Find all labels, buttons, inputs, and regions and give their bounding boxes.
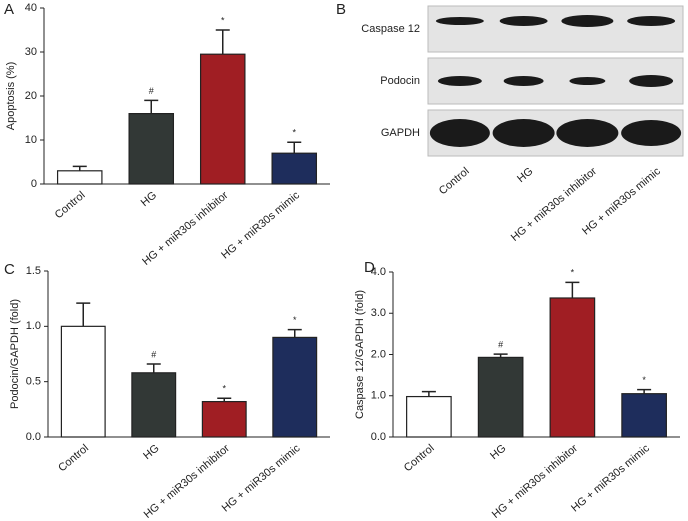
error-bar	[215, 29, 230, 55]
error-bar	[287, 141, 302, 154]
error-bar	[76, 302, 91, 327]
error-bar	[493, 353, 508, 358]
error-bar	[72, 165, 87, 171]
bar	[406, 395, 452, 438]
y-axis-label: Podocin/GAPDH (fold)	[9, 299, 21, 409]
blot-band	[429, 119, 490, 147]
x-tick-label: HG + miR30s mimic	[220, 442, 303, 515]
significance-mark: *	[292, 128, 296, 138]
error-bar	[287, 328, 302, 338]
y-tick-label: 1.5	[26, 265, 41, 277]
y-tick-label: 10	[25, 134, 37, 146]
bar	[549, 297, 596, 438]
blot-band	[629, 75, 674, 87]
blot-row-label: Podocin	[380, 75, 420, 87]
lane-label: HG	[515, 165, 535, 185]
bar	[199, 53, 246, 185]
x-tick-label: Control	[56, 442, 91, 474]
y-tick-label: 2.0	[371, 348, 386, 360]
blot-band	[556, 119, 619, 147]
y-tick-label: 40	[25, 2, 37, 14]
x-tick-label: HG	[141, 442, 161, 462]
y-tick-label: 1.0	[26, 320, 41, 332]
error-bar	[217, 397, 232, 402]
y-tick-label: 0.0	[26, 431, 41, 443]
error-bar	[144, 99, 159, 114]
y-tick-label: 20	[25, 90, 37, 102]
significance-mark: *	[642, 375, 646, 385]
y-axis-label: Apoptosis (%)	[5, 62, 17, 130]
blot-band	[499, 16, 548, 26]
error-bar	[637, 388, 652, 394]
bar	[621, 393, 667, 438]
panel-label: A	[4, 1, 14, 18]
significance-mark: *	[293, 315, 297, 325]
blot-band	[627, 16, 676, 26]
blot-row-label: Caspase 12	[361, 23, 420, 35]
y-tick-label: 0	[31, 178, 37, 190]
x-tick-label: HG	[488, 442, 508, 462]
y-tick-label: 0.0	[371, 431, 386, 443]
blot-band	[492, 119, 555, 147]
blot-band	[621, 120, 682, 146]
significance-mark: #	[151, 349, 156, 359]
blot-band	[561, 15, 614, 27]
error-bar	[421, 390, 436, 397]
significance-mark: *	[571, 268, 575, 278]
y-tick-label: 1.0	[371, 390, 386, 402]
bar	[131, 372, 177, 438]
y-tick-label: 0.5	[26, 376, 41, 388]
significance-mark: #	[498, 339, 503, 349]
blot-band	[437, 76, 482, 86]
y-tick-label: 30	[25, 46, 37, 58]
bar	[128, 112, 175, 185]
x-tick-label: HG	[139, 189, 159, 209]
x-tick-label: Control	[402, 442, 437, 474]
y-tick-label: 4.0	[371, 266, 386, 278]
lane-label: Control	[437, 165, 472, 197]
blot-band	[435, 17, 484, 25]
error-bar	[146, 363, 161, 373]
bar	[201, 400, 247, 438]
blot-strip	[427, 5, 684, 53]
bar	[60, 325, 106, 438]
error-bar	[565, 281, 580, 298]
blot-band	[569, 77, 606, 85]
blot-band	[503, 76, 544, 86]
blot-row-label: GAPDH	[381, 127, 420, 139]
bar	[271, 152, 318, 185]
panel-label: C	[4, 261, 15, 278]
panel-label: B	[336, 1, 346, 18]
x-tick-label: Control	[53, 189, 88, 221]
significance-mark: *	[221, 15, 225, 25]
y-axis-label: Caspase 12/GAPDH (fold)	[354, 290, 366, 419]
significance-mark: #	[149, 86, 154, 96]
bar	[272, 336, 318, 438]
significance-mark: *	[222, 384, 226, 394]
x-tick-label: HG + miR30s mimic	[219, 189, 302, 262]
y-tick-label: 3.0	[371, 307, 386, 319]
panel-label: D	[364, 259, 375, 276]
bar	[477, 356, 524, 438]
bar	[56, 170, 103, 185]
x-tick-label: HG + miR30s mimic	[569, 442, 652, 515]
